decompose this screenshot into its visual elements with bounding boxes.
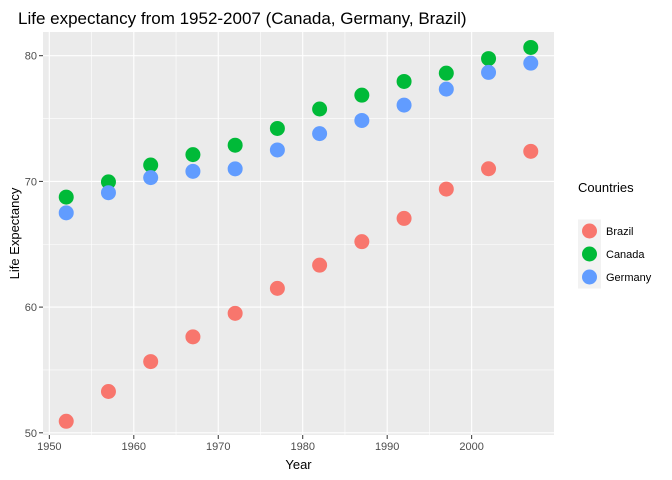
data-point-brazil — [269, 280, 285, 296]
legend-marker-brazil — [582, 223, 597, 239]
data-point-canada — [481, 51, 497, 67]
x-axis-ticks: 1950 1960 1970 1980 1990 2000 — [37, 435, 484, 453]
data-point-canada — [227, 137, 243, 153]
data-point-brazil — [481, 161, 497, 177]
data-points — [58, 39, 539, 429]
major-gridlines — [43, 32, 554, 435]
minor-gridlines — [43, 32, 554, 435]
data-point-canada — [100, 174, 116, 190]
x-tick-label: 1990 — [375, 441, 399, 453]
data-point-germany — [269, 142, 285, 158]
y-tick-label: 50 — [25, 428, 37, 440]
legend-marker-canada — [582, 246, 597, 262]
data-point-germany — [481, 64, 497, 80]
legend-label-canada: Canada — [606, 249, 645, 261]
y-tick-label: 70 — [25, 176, 37, 188]
data-point-germany — [100, 185, 116, 201]
chart-title: Life expectancy from 1952-2007 (Canada, … — [18, 9, 467, 28]
data-point-brazil — [58, 413, 74, 429]
data-point-germany — [58, 205, 74, 221]
legend-label-brazil: Brazil — [606, 226, 634, 238]
data-point-brazil — [227, 305, 243, 321]
data-point-brazil — [354, 234, 370, 250]
data-point-canada — [396, 73, 412, 89]
data-point-canada — [354, 87, 370, 103]
legend-title: Countries — [578, 180, 634, 195]
data-point-germany — [143, 170, 159, 186]
data-point-brazil — [438, 181, 454, 197]
x-axis-title: Year — [285, 457, 312, 472]
x-tick-label: 2000 — [459, 441, 483, 453]
data-point-brazil — [312, 257, 328, 273]
data-point-germany — [354, 112, 370, 128]
data-point-canada — [438, 65, 454, 81]
data-point-germany — [438, 81, 454, 97]
y-tick-label: 60 — [25, 302, 37, 314]
data-point-canada — [523, 39, 539, 55]
data-point-germany — [312, 126, 328, 142]
y-tick-label: 80 — [25, 51, 37, 63]
data-point-germany — [227, 161, 243, 177]
y-axis-ticks: 50 60 70 80 — [25, 51, 43, 440]
data-point-canada — [269, 120, 285, 136]
legend-label-germany: Germany — [606, 272, 652, 284]
data-point-canada — [185, 147, 201, 163]
data-point-brazil — [523, 143, 539, 159]
y-axis-title: Life Expectancy — [7, 187, 22, 279]
x-tick-label: 1980 — [290, 441, 314, 453]
data-point-brazil — [185, 329, 201, 345]
legend: Countries Brazil Canada Germany — [578, 180, 652, 289]
data-point-germany — [396, 97, 412, 113]
plot-panel — [43, 32, 554, 435]
data-point-canada — [312, 101, 328, 117]
x-tick-label: 1950 — [37, 441, 61, 453]
data-point-germany — [185, 163, 201, 179]
legend-items: Brazil Canada Germany — [578, 219, 652, 289]
data-point-germany — [523, 55, 539, 71]
data-point-canada — [58, 189, 74, 205]
data-point-canada — [143, 157, 159, 173]
legend-marker-germany — [582, 269, 597, 285]
x-tick-label: 1960 — [122, 441, 146, 453]
data-point-brazil — [396, 210, 412, 226]
data-point-brazil — [143, 354, 159, 370]
data-point-brazil — [100, 384, 116, 400]
x-tick-label: 1970 — [206, 441, 230, 453]
